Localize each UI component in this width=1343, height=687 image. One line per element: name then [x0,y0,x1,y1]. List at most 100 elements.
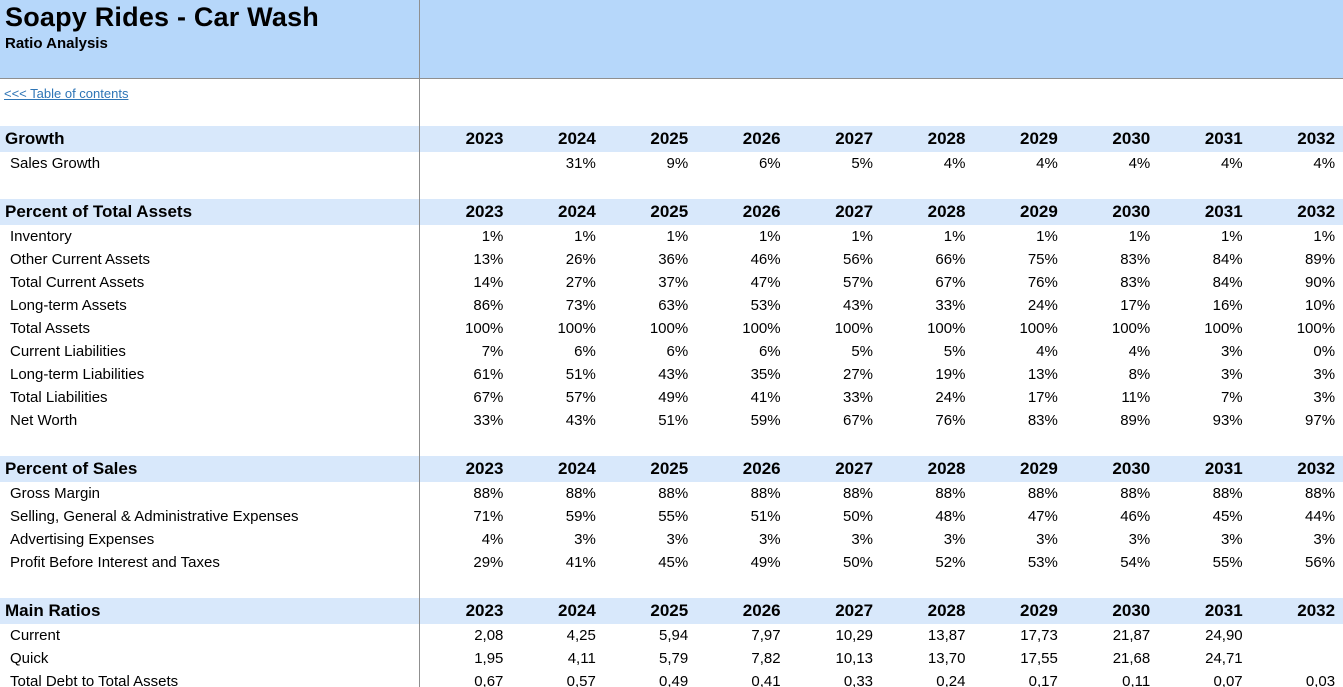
row-label: Total Current Assets [10,274,145,291]
value-cell: 5% [851,343,874,360]
row-label: Current Liabilities [10,343,126,360]
year-header-cell: 2025 [650,459,689,478]
value-cell: 88% [750,485,781,502]
value-cell: 0,49 [659,673,689,687]
value-cell: 13,70 [927,650,966,667]
table-row-gross-margin: Gross Margin 88% 88% 88% 88% 88% 88% 88% 88% 88% 8… [0,482,1343,505]
table-row-profit-before-interest-and-taxes: Profit Before Interest and Taxes 29% 41% 45… [0,551,1343,574]
value-cell: 13,87 [927,627,966,644]
value-cell: 4% [1128,343,1151,360]
year-header-cell: 2027 [835,601,874,620]
year-header-cell: 2028 [927,459,966,478]
value-cell: 1% [1036,228,1058,245]
value-cell: 45% [658,554,689,571]
value-cell: 0,03 [1305,673,1336,687]
year-header-cell: 2024 [557,601,596,620]
year-header-cell: 2025 [650,129,689,148]
value-cell: 1% [1313,228,1336,245]
row-label: Other Current Assets [10,251,151,268]
value-cell: 1% [481,228,504,245]
value-cell: 100% [649,320,689,337]
value-cell: 4% [1313,155,1336,172]
value-cell: 5% [943,343,966,360]
value-cell: 0% [1313,343,1336,360]
value-cell: 14% [473,274,504,291]
value-cell: 36% [658,251,689,268]
value-cell: 57% [843,274,874,291]
year-header-cell: 2031 [1204,129,1243,148]
table-row-current: Current 2,08 4,25 5,94 7,97 10,29 13,87 17,73 21… [0,624,1343,647]
value-cell: 100% [927,320,966,337]
value-cell: 10,13 [835,650,874,667]
year-header-cell: 2023 [465,601,504,620]
value-cell: 29% [473,554,504,571]
year-header-cell: 2026 [742,202,781,221]
value-cell: 26% [565,251,596,268]
value-cell: 55% [1212,554,1243,571]
value-cell: 13% [1027,366,1058,383]
table-of-contents-link[interactable]: <<< Table of contents [4,86,129,101]
table-row-total-current-assets: Total Current Assets 14% 27% 37% 47% 57% 67% 76… [0,271,1343,294]
year-header-cell: 2026 [742,459,781,478]
value-cell: 17% [1027,389,1058,406]
value-cell: 0,07 [1213,673,1243,687]
value-cell: 47% [1027,508,1058,525]
value-cell: 17% [1120,297,1151,314]
value-cell: 4,25 [566,627,596,644]
value-cell: 43% [658,366,689,383]
value-cell: 88% [565,485,596,502]
value-cell: 59% [565,508,596,525]
value-cell: 89% [1305,251,1336,268]
value-cell: 71% [473,508,504,525]
row-label: Sales Growth [10,155,101,172]
row-label: Quick [10,650,49,667]
table-row-long-term-assets: Long-term Assets 86% 73% 63% 53% 43% 33% 24% 17%… [0,294,1343,317]
value-cell: 1% [666,228,689,245]
value-cell: 19% [935,366,966,383]
value-cell: 83% [1027,412,1058,429]
section-header-percent-of-sales: Percent of Sales 2023 2024 2025 2026 2027 2028… [0,456,1343,482]
value-cell: 9% [666,155,689,172]
value-cell: 88% [658,485,689,502]
value-cell: 73% [565,297,596,314]
value-cell: 10% [1305,297,1336,314]
table-row-selling-general-administrative-expenses: Selling, General & Administrative Expens… [0,505,1343,528]
value-cell: 1% [1220,228,1243,245]
value-cell: 90% [1305,274,1336,291]
value-cell: 83% [1120,251,1151,268]
table-row-total-debt-to-total-assets: Total Debt to Total Assets 0,67 0,57 0,49 0,… [0,670,1343,687]
value-cell: 1% [574,228,596,245]
value-cell: 3% [1313,389,1336,406]
year-header-cell: 2029 [1020,459,1058,478]
value-cell: 6% [666,343,689,360]
value-cell: 6% [758,343,781,360]
value-cell: 52% [935,554,966,571]
value-cell: 24,90 [1205,627,1243,644]
value-cell: 3% [1220,366,1243,383]
value-cell: 21,87 [1112,627,1151,644]
value-cell: 3% [666,531,689,548]
table-row-inventory: Inventory 1% 1% 1% 1% 1% 1% 1% 1% 1% 1% [0,225,1343,248]
value-cell: 88% [1212,485,1243,502]
year-header-cell: 2027 [835,202,874,221]
value-cell: 3% [758,531,781,548]
value-cell: 43% [565,412,596,429]
value-cell: 5,79 [659,650,689,667]
value-cell: 35% [750,366,781,383]
value-cell: 24% [1027,297,1058,314]
value-cell: 100% [1111,320,1151,337]
value-cell: 100% [1019,320,1058,337]
year-header-cell: 2030 [1112,129,1151,148]
value-cell: 61% [473,366,504,383]
value-cell: 1% [1128,228,1151,245]
page-subtitle: Ratio Analysis [5,35,108,52]
page-title: Soapy Rides - Car Wash [5,2,319,32]
value-cell: 46% [750,251,781,268]
value-cell: 66% [935,251,966,268]
section-title: Main Ratios [5,601,101,620]
value-cell: 0,24 [936,673,966,687]
value-cell: 2,08 [474,627,504,644]
value-cell: 67% [473,389,504,406]
year-header-cell: 2025 [650,601,689,620]
